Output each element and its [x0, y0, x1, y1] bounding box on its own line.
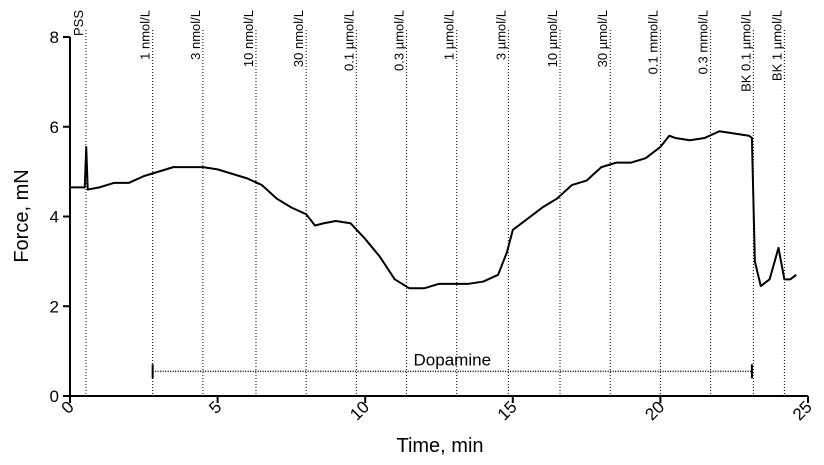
- x-axis-label: Time, min: [396, 435, 483, 457]
- annotation-label: 30 nmol/L: [291, 10, 306, 67]
- annotation-label: 10 nmol/L: [241, 10, 256, 67]
- y-tick-label: 2: [50, 297, 59, 316]
- y-tick-label: 8: [50, 28, 59, 47]
- x-tick-label: 20: [641, 397, 668, 424]
- annotation-label: 1 µmol/L: [442, 10, 457, 60]
- annotation-label: 3 µmol/L: [493, 10, 508, 60]
- x-tick-label: 5: [205, 397, 225, 417]
- y-tick-label: 0: [50, 387, 59, 406]
- annotation-label: BK 1 µmol/L: [769, 10, 784, 81]
- x-tick-label: 25: [789, 397, 816, 424]
- annotation-label: 1 nmol/L: [138, 10, 153, 60]
- annotation-label: 0.1 µmol/L: [341, 10, 356, 71]
- annotation-label: 30 µmol/L: [595, 10, 610, 67]
- annotation-label: 0.3 mmol/L: [696, 10, 711, 74]
- x-tick-label: 10: [346, 397, 373, 424]
- y-tick-label: 4: [50, 208, 59, 227]
- x-tick-label: 15: [494, 397, 521, 424]
- annotation-label: 0.1 mmol/L: [645, 10, 660, 74]
- x-tick-label: 0: [58, 397, 78, 417]
- annotation-label: 3 nmol/L: [188, 10, 203, 60]
- y-axis-label: Force, mN: [11, 169, 33, 262]
- annotation-label: BK 0.1 µmol/L: [738, 10, 753, 92]
- range-label: Dopamine: [414, 350, 492, 369]
- annotation-label: PSS: [71, 10, 86, 36]
- annotation-label: 0.3 µmol/L: [392, 10, 407, 71]
- annotation-label: 10 µmol/L: [545, 10, 560, 67]
- y-tick-label: 6: [50, 118, 59, 137]
- force-trace: [70, 130, 797, 290]
